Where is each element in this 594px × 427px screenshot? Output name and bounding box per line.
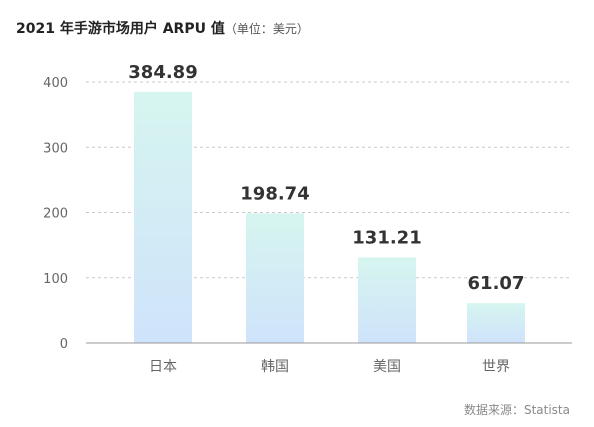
bar-value-label: 384.89 xyxy=(128,62,197,83)
bars xyxy=(134,91,525,343)
y-tick-label: 400 xyxy=(43,76,68,91)
chart-subtitle: （单位：美元） xyxy=(224,22,309,36)
data-labels: 384.89 198.74 131.21 61.07 xyxy=(128,62,524,294)
y-tick-label: 200 xyxy=(43,207,68,222)
bar xyxy=(246,213,304,343)
bar-value-label: 198.74 xyxy=(240,183,309,204)
chart-title: 2021 年手游市场用户 ARPU 值（单位：美元） xyxy=(16,18,309,38)
x-tick-label: 美国 xyxy=(373,359,401,375)
x-tick-label: 世界 xyxy=(482,359,510,375)
y-tick-label: 300 xyxy=(43,141,68,156)
chart-title-text: 2021 年手游市场用户 ARPU 值 xyxy=(16,21,225,37)
bar xyxy=(358,257,416,343)
y-tick-label: 100 xyxy=(43,272,68,287)
bar xyxy=(467,303,525,343)
bar xyxy=(134,91,192,343)
x-tick-label: 日本 xyxy=(149,359,177,375)
bar-value-label: 131.21 xyxy=(352,227,421,248)
axes: 0 100 200 300 400 日本 韩国 美国 世界 xyxy=(43,76,572,375)
source-note: 数据来源：Statista xyxy=(463,403,570,417)
bar-value-label: 61.07 xyxy=(468,273,525,294)
y-tick-label: 0 xyxy=(60,337,68,352)
x-tick-label: 韩国 xyxy=(261,359,289,375)
